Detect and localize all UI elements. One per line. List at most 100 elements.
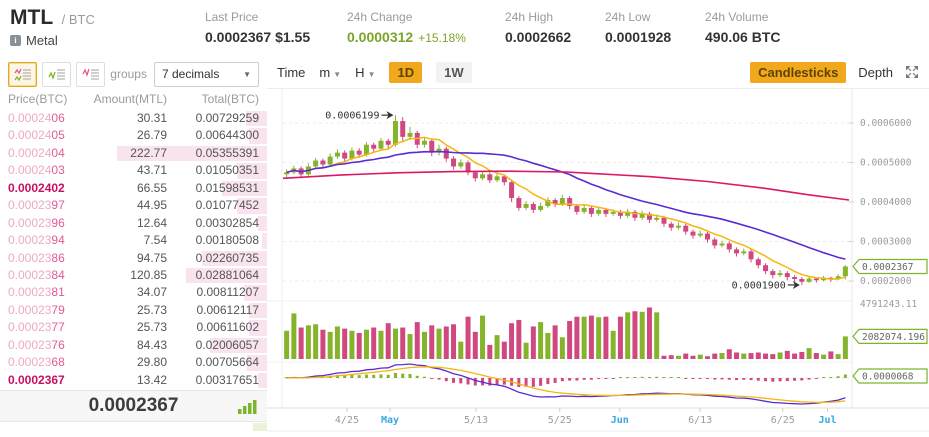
y-axis-label: 0.0004000 bbox=[860, 197, 912, 208]
macd-histogram-bar bbox=[401, 373, 405, 378]
candle-body bbox=[654, 217, 660, 220]
macd-histogram-bar bbox=[517, 378, 521, 387]
x-axis-label: May bbox=[381, 415, 399, 426]
ask-amount: 25.73 bbox=[136, 302, 167, 317]
volume-bar bbox=[617, 316, 623, 359]
macd-histogram-bar bbox=[604, 378, 608, 379]
volume-bar bbox=[414, 322, 420, 359]
macd-dea-line bbox=[286, 366, 846, 403]
view-buys-button[interactable] bbox=[42, 61, 72, 87]
macd-histogram-bar bbox=[524, 378, 528, 387]
volume-bar bbox=[559, 337, 565, 359]
orderbook-row[interactable]: 0.0002405 26.79 0.00644300 bbox=[0, 127, 267, 144]
orderbook-row[interactable]: 0.0002381 34.07 0.00811207 bbox=[0, 284, 267, 301]
ask-price: 0.0002396 bbox=[8, 215, 65, 230]
ask-depth-bar bbox=[244, 285, 267, 301]
stat-24h-volume: 24h Volume 490.06 BTC bbox=[705, 10, 781, 45]
macd-histogram-bar bbox=[785, 378, 789, 382]
orderbook-row[interactable]: 0.0002402 66.55 0.01598531 bbox=[0, 180, 267, 197]
macd-histogram-bar bbox=[611, 378, 615, 379]
ask-amount: 120.85 bbox=[130, 267, 167, 282]
interval-minutes-dropdown[interactable]: m ▼ bbox=[319, 64, 342, 80]
time-label: Time bbox=[277, 64, 306, 80]
y-axis-label: 0.0002000 bbox=[860, 276, 912, 287]
macd-histogram-bar bbox=[335, 374, 339, 378]
depth-button[interactable]: Depth bbox=[858, 64, 893, 80]
orderbook-row[interactable]: 0.0002396 12.64 0.00302854 bbox=[0, 215, 267, 232]
orderbook-row[interactable]: 0.0002379 25.73 0.00612117 bbox=[0, 302, 267, 319]
orderbook-row[interactable]: 0.0002394 7.54 0.00180508 bbox=[0, 232, 267, 249]
macd-histogram-bar bbox=[618, 377, 622, 378]
view-both-button[interactable] bbox=[8, 61, 38, 87]
view-sells-button[interactable] bbox=[76, 61, 106, 87]
volume-bar bbox=[443, 326, 449, 359]
candle-body bbox=[501, 176, 507, 183]
candle-body bbox=[509, 182, 515, 199]
chevron-down-icon: ▼ bbox=[333, 69, 342, 79]
value-tag bbox=[852, 328, 928, 345]
candle-body bbox=[690, 231, 696, 236]
candle-body bbox=[436, 148, 442, 153]
volume-bar bbox=[690, 355, 696, 359]
ask-total: 0.01050351 bbox=[195, 163, 259, 178]
ask-depth-bar bbox=[186, 267, 267, 284]
volume-bar bbox=[349, 330, 355, 359]
candle-body bbox=[748, 251, 754, 260]
info-icon[interactable]: i bbox=[10, 35, 21, 46]
decimals-dropdown[interactable]: 7 decimals ▼ bbox=[153, 61, 259, 87]
candle-body bbox=[538, 205, 544, 210]
ask-price: 0.0002405 bbox=[8, 128, 65, 143]
col-price: Price(BTC) bbox=[8, 92, 68, 106]
fullscreen-icon[interactable] bbox=[905, 65, 919, 79]
orderbook-row[interactable]: 0.0002368 29.80 0.00705664 bbox=[0, 354, 267, 371]
candle-body bbox=[429, 140, 435, 153]
candle-body bbox=[625, 211, 631, 216]
candle-body bbox=[705, 233, 710, 240]
candle-body bbox=[342, 152, 348, 159]
depth-bars-icon[interactable] bbox=[238, 398, 258, 419]
volume-bar bbox=[545, 332, 551, 359]
interval-hours-dropdown[interactable]: H ▼ bbox=[355, 64, 376, 80]
candle-body bbox=[813, 278, 819, 281]
macd-histogram-bar bbox=[662, 377, 666, 378]
candle-body bbox=[494, 176, 500, 181]
ask-price: 0.0002381 bbox=[8, 285, 65, 300]
volume-bar bbox=[334, 326, 340, 359]
orderbook-row[interactable]: 0.0002397 44.95 0.01077452 bbox=[0, 197, 267, 214]
orderbook-row[interactable]: 0.0002406 30.31 0.00729259 bbox=[0, 110, 267, 127]
ask-depth-bar bbox=[237, 163, 267, 179]
volume-axis-label: 4791243.11 bbox=[860, 299, 917, 310]
ask-amount: 13.42 bbox=[136, 372, 167, 387]
ask-depth-bar bbox=[258, 372, 267, 388]
ask-amount: 25.73 bbox=[136, 320, 167, 335]
interval-1w-button[interactable]: 1W bbox=[436, 61, 472, 83]
orderbook-row[interactable]: 0.0002367 13.42 0.00317651 bbox=[0, 372, 267, 389]
orderbook-row[interactable]: 0.0002377 25.73 0.00611602 bbox=[0, 319, 267, 336]
candle-body bbox=[683, 225, 689, 232]
volume-bar bbox=[392, 328, 398, 359]
volume-bar bbox=[813, 353, 819, 359]
ask-price: 0.0002379 bbox=[8, 302, 65, 317]
candle-body bbox=[313, 160, 319, 167]
ask-depth-bar bbox=[247, 355, 267, 371]
macd-histogram-bar bbox=[582, 378, 586, 380]
current-price: 0.0002367 bbox=[88, 395, 179, 416]
orderbook-row[interactable]: 0.0002386 94.75 0.02260735 bbox=[0, 250, 267, 267]
interval-1d-button[interactable]: 1D bbox=[389, 61, 423, 83]
ask-amount: 94.75 bbox=[136, 250, 167, 265]
orderbook-row[interactable]: 0.0002403 43.71 0.01050351 bbox=[0, 162, 267, 179]
ask-price: 0.0002367 bbox=[8, 372, 65, 387]
candlestick-chart[interactable]: 0.0006000 0.0005000 0.0004000 0.0003000 0.00… bbox=[267, 89, 929, 432]
ma25-line bbox=[286, 150, 846, 260]
macd-histogram-bar bbox=[735, 378, 739, 381]
orderbook-row[interactable]: 0.0002404 222.77 0.05355391 bbox=[0, 145, 267, 162]
volume-bar bbox=[567, 321, 573, 359]
candle-body bbox=[697, 233, 703, 236]
orderbook-row[interactable]: 0.0002384 120.85 0.02881064 bbox=[0, 267, 267, 284]
candlesticks-button[interactable]: Candlesticks bbox=[750, 61, 847, 83]
volume-bar bbox=[784, 350, 790, 359]
candle-body bbox=[356, 150, 362, 155]
stat-24h-change: 24h Change 0.0000312 +15.18% bbox=[347, 10, 466, 45]
orderbook-row[interactable]: 0.0002376 84.43 0.02006057 bbox=[0, 337, 267, 354]
